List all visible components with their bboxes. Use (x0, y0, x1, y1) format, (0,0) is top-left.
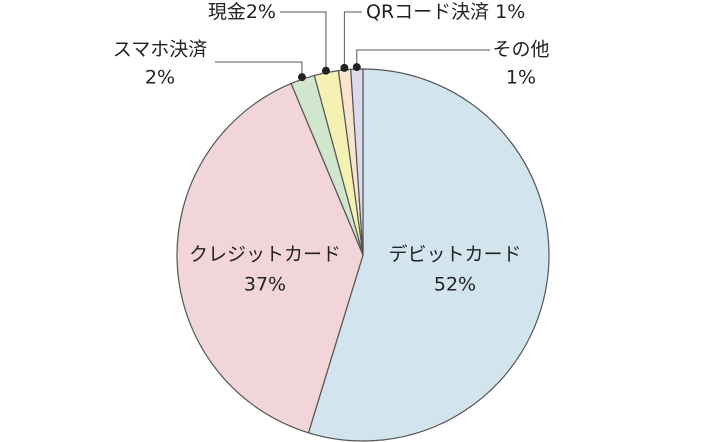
slice-label: その他 (492, 39, 549, 61)
leader-dot (297, 73, 306, 82)
pie-slice (307, 68, 550, 442)
leader-line (356, 49, 490, 68)
slice-label: 現金 (208, 1, 246, 23)
slice-label-group: 現金2% (208, 1, 276, 23)
leader-line (280, 11, 327, 71)
slice-label: クレジットカード (189, 244, 341, 266)
leader-dot (321, 66, 330, 75)
slice-value-label: 2% (246, 1, 276, 23)
pie-slice (176, 82, 364, 434)
slice-value-label: 52% (434, 274, 476, 296)
leader-dot (340, 63, 349, 72)
leader-dot (352, 63, 361, 72)
leader-line (343, 11, 362, 68)
slice-label-group: QRコード決済 1% (366, 1, 525, 23)
slice-label: スマホ決済 (113, 39, 207, 61)
slice-value-label: 1% (495, 1, 525, 23)
slice-label: QRコード決済 (366, 1, 489, 23)
leader-line (215, 61, 303, 78)
slice-value-label: 1% (506, 67, 536, 89)
slice-value-label: 37% (244, 274, 286, 296)
slice-label: デビットカード (388, 244, 521, 266)
slice-value-label: 2% (145, 67, 175, 89)
